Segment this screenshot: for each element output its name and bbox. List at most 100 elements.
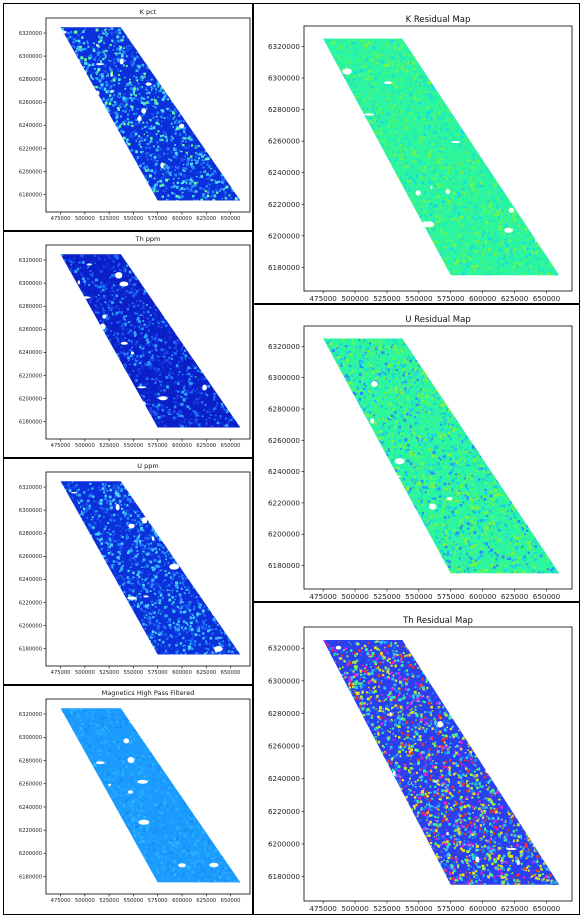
data-point xyxy=(219,259,222,262)
data-point xyxy=(67,140,70,144)
data-point xyxy=(110,31,114,35)
data-point xyxy=(173,357,176,361)
data-point xyxy=(142,347,145,350)
data-point xyxy=(233,33,236,35)
data-point xyxy=(168,65,171,68)
data-point xyxy=(140,106,143,109)
data-point xyxy=(87,356,89,358)
data-point xyxy=(91,297,93,299)
data-point xyxy=(100,137,104,141)
data-point xyxy=(100,182,103,184)
data-point xyxy=(161,81,164,84)
data-point xyxy=(76,177,79,179)
data-point xyxy=(178,380,180,383)
data-point xyxy=(221,43,223,45)
data-point xyxy=(99,407,101,410)
data-point xyxy=(193,96,196,99)
data-point xyxy=(107,175,110,178)
data-point xyxy=(168,131,171,134)
data-point xyxy=(92,106,94,108)
data-point xyxy=(133,37,136,40)
data-point xyxy=(195,64,198,68)
data-point xyxy=(184,159,187,162)
data-point xyxy=(73,284,76,286)
data-point xyxy=(235,287,238,290)
data-point xyxy=(143,102,146,105)
data-point xyxy=(62,147,64,150)
data-point xyxy=(96,118,99,120)
data-point xyxy=(123,52,126,55)
data-point xyxy=(62,175,65,178)
data-point xyxy=(212,182,214,185)
data-point xyxy=(172,111,175,115)
data-point xyxy=(236,280,238,283)
data-point xyxy=(195,74,198,77)
data-point xyxy=(198,363,201,365)
data-point xyxy=(201,396,205,400)
data-point xyxy=(131,124,134,127)
data-point xyxy=(179,118,182,122)
data-point xyxy=(81,362,85,366)
data-point xyxy=(139,268,142,271)
data-point xyxy=(182,180,185,183)
data-point xyxy=(125,85,128,88)
data-point xyxy=(109,361,112,364)
data-point xyxy=(215,120,218,123)
data-point xyxy=(171,30,174,33)
data-point xyxy=(63,301,65,304)
data-point xyxy=(109,388,112,392)
data-point xyxy=(215,191,219,194)
data-point xyxy=(236,39,239,43)
data-point xyxy=(164,88,166,91)
data-point xyxy=(228,282,232,285)
data-point xyxy=(219,337,223,340)
data-point xyxy=(158,105,161,109)
data-point xyxy=(80,145,84,149)
data-point xyxy=(87,87,90,90)
data-point xyxy=(141,164,145,167)
data-point xyxy=(90,62,93,65)
data-point xyxy=(211,139,214,142)
data-point xyxy=(104,167,107,170)
data-point xyxy=(103,381,106,384)
data-point xyxy=(130,390,133,394)
data-point xyxy=(204,47,207,50)
data-point xyxy=(80,27,83,31)
data-point xyxy=(202,28,205,31)
data-point xyxy=(110,411,112,413)
data-point xyxy=(213,149,216,152)
data-point xyxy=(173,416,175,419)
data-point xyxy=(140,46,143,50)
data-point xyxy=(128,183,132,187)
data-point xyxy=(202,104,204,106)
data-point xyxy=(124,324,127,327)
data-point xyxy=(75,144,78,147)
data-point xyxy=(220,175,223,178)
data-point xyxy=(125,103,128,106)
data-point xyxy=(89,175,92,178)
data-point xyxy=(205,157,209,161)
data-point xyxy=(94,95,98,99)
data-point xyxy=(62,87,64,89)
data-point xyxy=(137,409,139,412)
data-point xyxy=(102,130,105,133)
data-point xyxy=(68,384,70,386)
data-point xyxy=(206,269,210,273)
data-point xyxy=(198,57,202,60)
data-point xyxy=(132,40,136,43)
data-point xyxy=(71,363,73,365)
data-point xyxy=(126,388,129,391)
data-point xyxy=(123,59,126,62)
data-point xyxy=(88,93,91,97)
data-point xyxy=(209,199,212,201)
data-point xyxy=(181,339,184,342)
data-point xyxy=(65,190,68,193)
data-point xyxy=(177,382,180,385)
data-point xyxy=(131,413,133,415)
data-point xyxy=(136,156,140,159)
data-point xyxy=(197,108,200,111)
data-point xyxy=(102,57,105,61)
data-point xyxy=(64,356,67,359)
data-point xyxy=(229,144,232,147)
data-point xyxy=(195,156,197,158)
